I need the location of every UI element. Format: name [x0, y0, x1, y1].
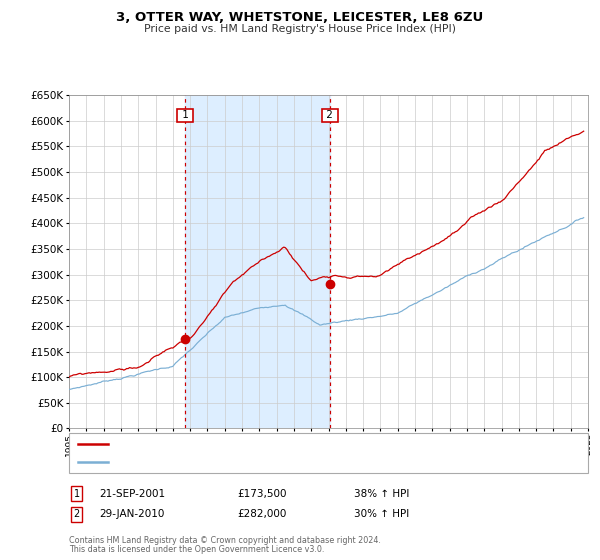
Text: 3, OTTER WAY, WHETSTONE, LEICESTER, LE8 6ZU: 3, OTTER WAY, WHETSTONE, LEICESTER, LE8 … — [116, 11, 484, 24]
Bar — [185, 95, 330, 428]
Text: 21-SEP-2001: 21-SEP-2001 — [99, 489, 165, 499]
Text: 1: 1 — [179, 110, 192, 120]
Text: £282,000: £282,000 — [237, 509, 286, 519]
Text: Price paid vs. HM Land Registry's House Price Index (HPI): Price paid vs. HM Land Registry's House … — [144, 24, 456, 34]
Text: 1: 1 — [74, 489, 80, 499]
Text: Contains HM Land Registry data © Crown copyright and database right 2024.: Contains HM Land Registry data © Crown c… — [69, 536, 381, 545]
Text: 38% ↑ HPI: 38% ↑ HPI — [354, 489, 409, 499]
Text: 30% ↑ HPI: 30% ↑ HPI — [354, 509, 409, 519]
Text: 29-JAN-2010: 29-JAN-2010 — [99, 509, 164, 519]
Text: £173,500: £173,500 — [237, 489, 287, 499]
Text: This data is licensed under the Open Government Licence v3.0.: This data is licensed under the Open Gov… — [69, 545, 325, 554]
Text: 2: 2 — [74, 509, 80, 519]
Text: HPI: Average price, detached house, Blaby: HPI: Average price, detached house, Blab… — [112, 458, 320, 467]
Text: 3, OTTER WAY, WHETSTONE, LEICESTER, LE8 6ZU (detached house): 3, OTTER WAY, WHETSTONE, LEICESTER, LE8 … — [112, 439, 444, 449]
Text: 2: 2 — [323, 110, 337, 120]
